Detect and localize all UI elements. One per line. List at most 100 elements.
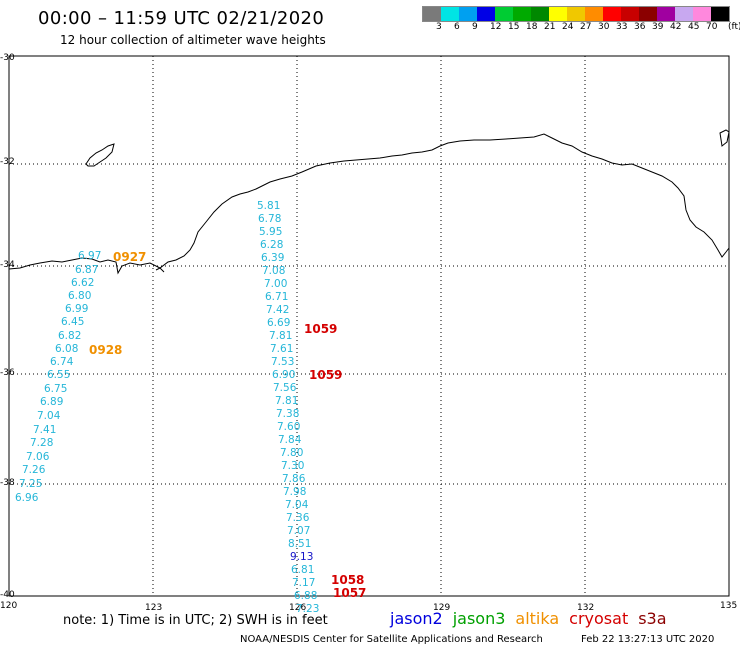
legend-entry: altika (515, 609, 560, 628)
color-scale-label: 18 (526, 22, 538, 32)
swh-value: 6.62 (71, 277, 95, 289)
color-swatch (459, 7, 477, 21)
color-swatch (567, 7, 585, 21)
color-scale-label: 15 (508, 22, 520, 32)
color-swatch (531, 7, 549, 21)
color-swatch (549, 7, 567, 21)
swh-value: 7.28 (30, 437, 54, 449)
pass-time-label: 1059 (304, 322, 338, 336)
legend-entry: jason3 (452, 609, 506, 628)
swh-value: 6.82 (58, 330, 82, 342)
lon-label: 123 (145, 603, 163, 613)
swh-value: 7.84 (278, 434, 302, 446)
pass-time-label: 0928 (89, 343, 123, 357)
swh-value: 6.28 (260, 239, 284, 251)
swh-value: 6.87 (75, 264, 99, 276)
swh-value: 7.81 (275, 395, 299, 407)
color-swatch (603, 7, 621, 21)
color-scale-label: 3 (436, 22, 442, 32)
swh-value: 7.61 (270, 343, 294, 355)
swh-value: 7.80 (280, 447, 304, 459)
color-scale-label: 24 (562, 22, 574, 32)
swh-value: 7.26 (22, 464, 46, 476)
swh-value: 7.23 (296, 603, 320, 615)
swh-value: 6.89 (40, 396, 64, 408)
swh-value: 7.04 (37, 410, 61, 422)
color-scale-label: 70 (706, 22, 718, 32)
color-scale-label: 27 (580, 22, 592, 32)
swh-value: 8.51 (288, 538, 312, 550)
color-swatch (423, 7, 441, 21)
color-swatch (441, 7, 459, 21)
color-scale-label: 33 (616, 22, 628, 32)
swh-value: 6.45 (61, 316, 85, 328)
swh-value: 6.78 (258, 213, 282, 225)
color-scale-label: 45 (688, 22, 700, 32)
pass-time-label: 0927 (113, 250, 147, 264)
swh-value: 7.38 (276, 408, 300, 420)
swh-value: 6.99 (65, 303, 89, 315)
swh-value: 7.36 (286, 512, 310, 524)
color-swatch (495, 7, 513, 21)
color-swatch (639, 7, 657, 21)
color-scale-label: 42 (670, 22, 682, 32)
swh-value: 5.81 (257, 200, 281, 212)
satellite-legend: jason2 jason3 altika cryosat s3a (390, 609, 667, 628)
swh-value: 7.98 (283, 486, 307, 498)
swh-value: 7.41 (33, 424, 57, 436)
color-scale-label: 6 (454, 22, 460, 32)
swh-value: 7.42 (266, 304, 290, 316)
color-swatch (621, 7, 639, 21)
color-swatch (711, 7, 729, 21)
pass-time-label: 1057 (333, 586, 367, 600)
generated-timestamp: Feb 22 13:27:13 UTC 2020 (581, 634, 715, 645)
swh-value: 9.13 (290, 551, 314, 563)
swh-value: 6.90 (272, 369, 296, 381)
legend-entry: jason2 (390, 609, 443, 628)
swh-value: 7.53 (271, 356, 295, 368)
color-swatch (657, 7, 675, 21)
swh-value: 7.07 (287, 525, 311, 537)
footnote: note: 1) Time is in UTC; 2) SWH is in fe… (63, 613, 328, 628)
legend-entry: cryosat (569, 609, 629, 628)
pass-time-label: 1059 (309, 368, 343, 382)
color-swatch (513, 7, 531, 21)
swh-value: 6.08 (55, 343, 79, 355)
color-swatch (477, 7, 495, 21)
swh-value: 5.95 (259, 226, 283, 238)
swh-value: 6.55 (47, 369, 71, 381)
color-swatch (693, 7, 711, 21)
color-scale-label: 21 (544, 22, 556, 32)
swh-value: 6.39 (261, 252, 285, 264)
swh-value: 6.71 (265, 291, 289, 303)
map-title: 00:00 – 11:59 UTC 02/21/2020 (38, 8, 325, 29)
lon-label: 132 (577, 603, 595, 613)
credit-line: NOAA/NESDIS Center for Satellite Applica… (240, 634, 543, 645)
lon-label: 135 (720, 601, 738, 611)
swh-value: 6.80 (68, 290, 92, 302)
swh-value: 7.04 (285, 499, 309, 511)
legend-entry: s3a (638, 609, 667, 628)
lat-label: -32 (0, 157, 15, 167)
swh-value: 6.96 (15, 492, 39, 504)
color-scale-label: 9 (472, 22, 478, 32)
swh-value: 7.08 (262, 265, 286, 277)
lat-label: -40 (0, 590, 15, 600)
swh-value: 7.06 (26, 451, 50, 463)
lat-label: -34 (0, 260, 15, 270)
color-scale-label: 36 (634, 22, 646, 32)
lon-label: 129 (433, 603, 451, 613)
swh-value: 7.00 (264, 278, 288, 290)
color-swatch (585, 7, 603, 21)
map-frame (8, 55, 730, 597)
color-scale-unit: (ft) (728, 22, 740, 32)
color-scale-label: 30 (598, 22, 610, 32)
swh-color-scale (422, 6, 730, 22)
swh-value: 6.69 (267, 317, 291, 329)
swh-value: 6.97 (78, 250, 102, 262)
lon-label: 120 (0, 601, 18, 611)
kangaroo-island (85, 143, 115, 167)
